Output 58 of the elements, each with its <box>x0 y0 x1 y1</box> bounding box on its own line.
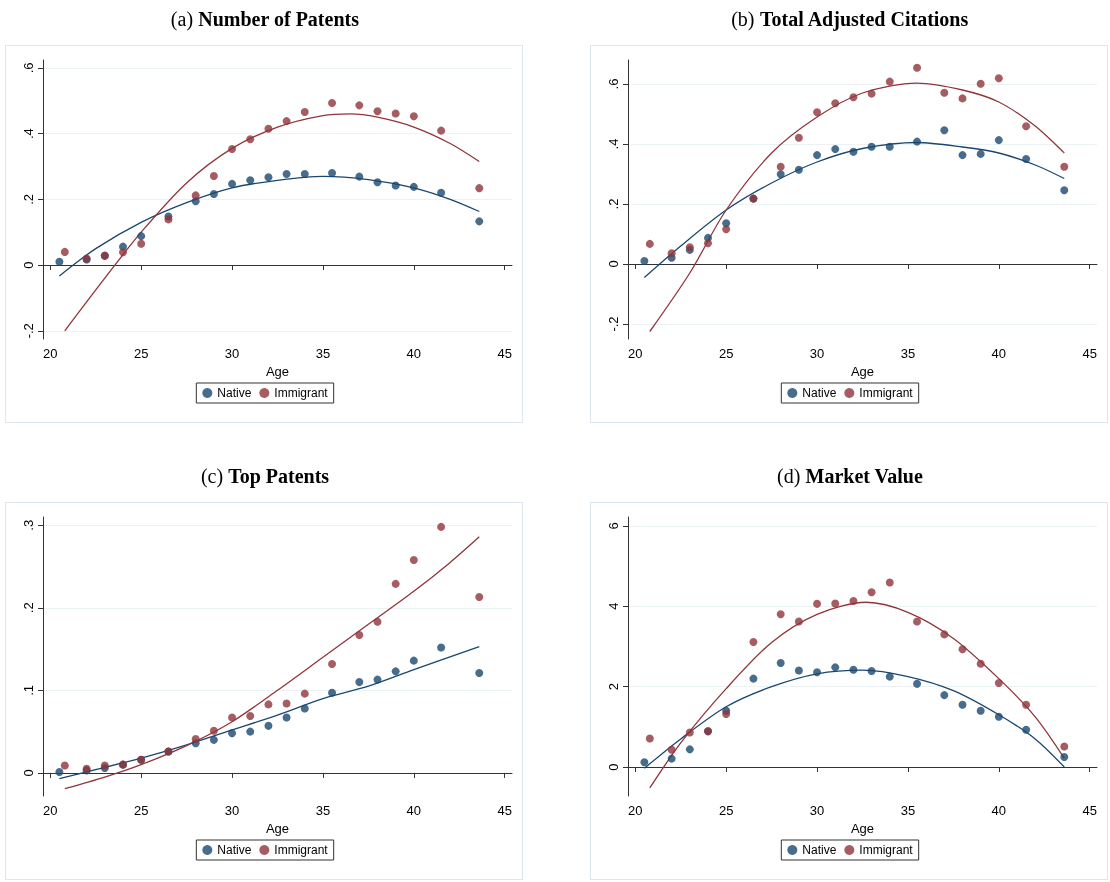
x-tick-label: 40 <box>991 803 1007 818</box>
y-tick-label: -.2 <box>21 323 36 339</box>
x-tick-label: 30 <box>224 346 240 361</box>
x-tick-label: 30 <box>224 803 240 818</box>
chart-title: (d) Market Value <box>777 465 923 488</box>
y-tick-label: -.2 <box>606 316 621 332</box>
y-tick-label: 0 <box>21 769 36 777</box>
chart-title: (b) Total Adjusted Citations <box>731 8 969 31</box>
x-tick-label: 35 <box>900 803 916 818</box>
y-tick-label: 0 <box>21 261 36 269</box>
x-tick-label: 20 <box>43 803 58 818</box>
x-tick-label: 35 <box>315 346 331 361</box>
x-tick-label: 20 <box>43 346 58 361</box>
legend-label: Immigrant <box>859 843 914 857</box>
x-tick-label: 40 <box>991 346 1007 361</box>
x-tick-label: 45 <box>1082 803 1097 818</box>
x-tick-label: 30 <box>809 803 825 818</box>
x-axis-title: Age <box>265 820 290 836</box>
x-axis-title: Age <box>850 363 875 379</box>
x-tick-label: 25 <box>718 346 734 361</box>
x-tick-label: 45 <box>497 346 512 361</box>
x-axis-title: Age <box>265 363 290 379</box>
y-tick-label: .2 <box>21 193 36 205</box>
x-tick-label: 20 <box>628 346 643 361</box>
y-tick-label: .2 <box>606 198 621 210</box>
y-tick-label: .4 <box>606 138 621 150</box>
legend-label: Native <box>217 386 252 400</box>
y-tick-label: .6 <box>606 78 621 90</box>
x-axis-title: Age <box>850 820 875 836</box>
y-tick-label: .6 <box>21 62 36 74</box>
x-tick-label: 25 <box>133 346 149 361</box>
x-tick-label: 20 <box>628 803 643 818</box>
y-tick-label: .4 <box>21 128 36 140</box>
y-tick-label: 0 <box>606 260 621 268</box>
x-tick-label: 35 <box>315 803 331 818</box>
x-tick-label: 45 <box>497 803 512 818</box>
y-tick-label: .1 <box>21 684 36 696</box>
chart-title: (c) Top Patents <box>200 465 330 488</box>
y-tick-label: 2 <box>606 683 621 691</box>
x-tick-label: 45 <box>1082 346 1097 361</box>
legend-label: Native <box>802 386 837 400</box>
x-tick-label: 30 <box>809 346 825 361</box>
chart-title: (a) Number of Patents <box>170 8 360 31</box>
x-tick-label: 25 <box>133 803 149 818</box>
x-tick-label: 40 <box>406 346 422 361</box>
legend-label: Immigrant <box>274 843 329 857</box>
y-tick-label: .3 <box>21 519 36 531</box>
legend-label: Immigrant <box>274 386 329 400</box>
legend-label: Immigrant <box>859 386 914 400</box>
x-tick-label: 25 <box>718 803 734 818</box>
legend-label: Native <box>217 843 252 857</box>
y-tick-label: 6 <box>606 522 621 530</box>
y-tick-label: 4 <box>606 602 621 610</box>
y-tick-label: .2 <box>21 602 36 614</box>
x-tick-label: 35 <box>900 346 916 361</box>
y-tick-label: 0 <box>606 763 621 771</box>
x-tick-label: 40 <box>406 803 422 818</box>
legend-label: Native <box>802 843 837 857</box>
